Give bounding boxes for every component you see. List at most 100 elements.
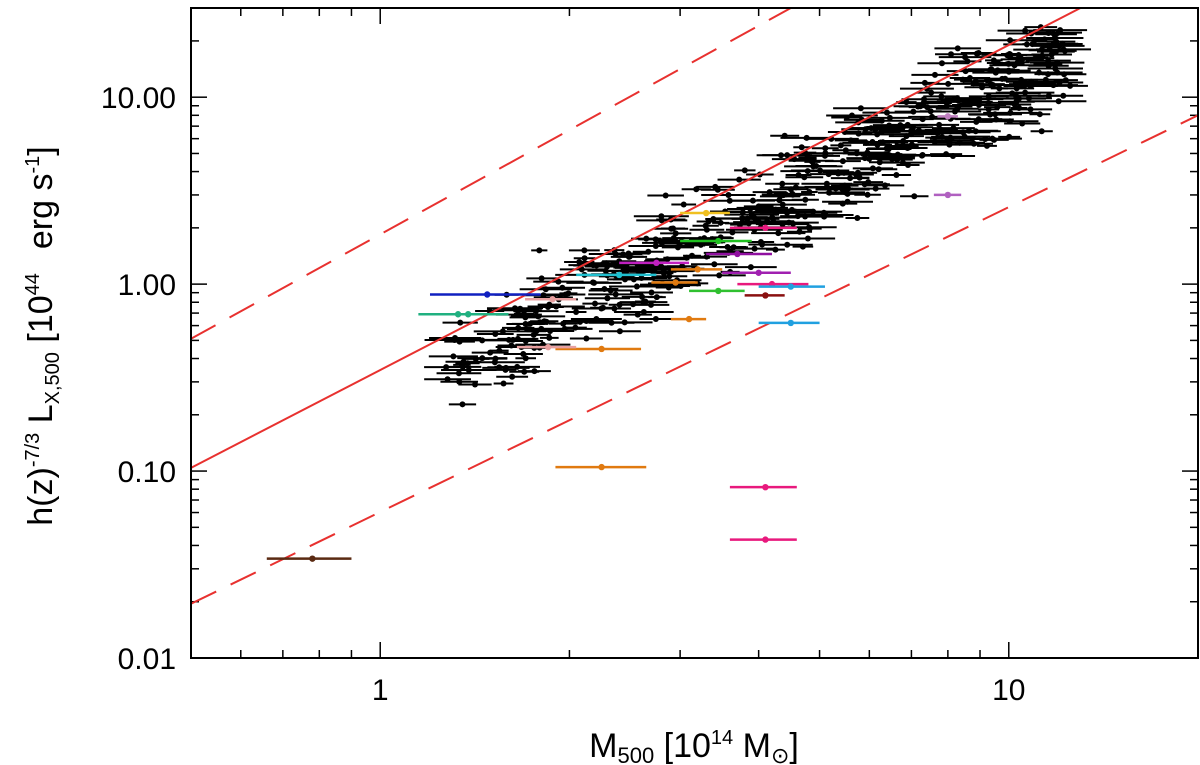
data-point xyxy=(645,265,652,272)
data-point xyxy=(1067,82,1074,89)
data-point xyxy=(857,105,864,112)
highlight-point xyxy=(598,345,605,353)
data-point xyxy=(455,370,462,377)
data-point xyxy=(817,167,824,174)
sun-symbol: ⊙ xyxy=(771,743,789,765)
data-point xyxy=(591,279,598,286)
data-point xyxy=(581,247,588,254)
data-point xyxy=(991,136,998,143)
data-point xyxy=(779,180,786,187)
data-point xyxy=(844,190,851,197)
data-point xyxy=(666,273,673,280)
data-point xyxy=(792,184,799,191)
highlight-point xyxy=(762,483,769,491)
data-point xyxy=(522,320,529,327)
highlight-point xyxy=(464,311,472,318)
data-point xyxy=(530,331,537,338)
data-point xyxy=(492,355,499,362)
data-point xyxy=(839,158,846,165)
data-point xyxy=(775,230,782,237)
data-point xyxy=(894,156,901,163)
data-point xyxy=(983,142,990,149)
data-point xyxy=(456,338,463,345)
data-point xyxy=(759,241,766,248)
data-point xyxy=(607,287,614,294)
data-point xyxy=(910,108,917,115)
data-point xyxy=(1005,60,1012,67)
highlight-point xyxy=(762,292,769,299)
data-point xyxy=(509,373,516,380)
data-point xyxy=(893,171,900,178)
data-point xyxy=(822,211,829,218)
data-point xyxy=(843,114,850,121)
data-point xyxy=(625,250,632,257)
highlight-point xyxy=(672,279,679,286)
data-point xyxy=(987,111,994,118)
data-point xyxy=(1036,111,1043,118)
data-point xyxy=(990,57,997,64)
data-point xyxy=(648,289,655,296)
data-point xyxy=(842,147,849,154)
data-point xyxy=(640,309,647,316)
data-point xyxy=(712,183,719,190)
data-point xyxy=(688,252,695,259)
data-point xyxy=(640,299,647,306)
highlight-point xyxy=(598,463,605,471)
data-point xyxy=(747,205,754,212)
highlight-point xyxy=(944,113,952,120)
data-point xyxy=(555,278,562,285)
data-point xyxy=(668,225,675,232)
data-point xyxy=(724,244,731,251)
data-point xyxy=(1056,42,1063,49)
data-point xyxy=(573,309,580,316)
data-point xyxy=(987,81,994,88)
data-point xyxy=(993,116,1000,123)
data-point xyxy=(1042,76,1049,83)
data-point xyxy=(604,295,611,302)
highlight-point xyxy=(734,250,741,258)
data-point xyxy=(716,272,723,279)
data-point xyxy=(459,401,466,408)
highlight-point xyxy=(787,319,795,327)
data-point xyxy=(822,145,829,152)
data-point xyxy=(1004,52,1011,59)
data-point xyxy=(456,378,463,385)
data-point xyxy=(973,50,980,57)
data-point xyxy=(1045,29,1052,36)
scatter-bound-line xyxy=(191,114,1198,605)
data-point xyxy=(672,237,679,244)
data-point xyxy=(796,228,803,235)
data-point xyxy=(784,241,791,248)
data-point xyxy=(492,331,499,338)
data-point xyxy=(744,215,751,222)
tick-labels: 1 10 0.01 0.10 1.00 10.00 xyxy=(101,82,1026,707)
data-point xyxy=(515,324,522,331)
data-point xyxy=(779,201,786,208)
data-point xyxy=(789,190,796,197)
data-point xyxy=(802,196,809,203)
data-point xyxy=(784,209,791,216)
data-point xyxy=(1038,128,1045,135)
y-tick-label: 1.00 xyxy=(118,269,176,302)
highlight-point xyxy=(484,291,491,298)
data-point xyxy=(951,108,958,115)
data-point xyxy=(459,363,466,370)
data-point xyxy=(1044,61,1051,68)
data-point xyxy=(938,60,945,67)
highlight-point xyxy=(944,191,952,199)
data-point xyxy=(972,78,979,85)
data-point xyxy=(900,137,907,144)
data-point xyxy=(593,316,600,323)
data-point xyxy=(736,176,743,183)
highlight-point xyxy=(549,296,556,303)
data-point xyxy=(948,51,955,58)
data-point xyxy=(538,275,545,282)
data-point xyxy=(921,79,928,86)
data-point xyxy=(855,130,862,137)
data-point xyxy=(541,318,548,325)
data-point xyxy=(514,363,521,370)
data-point xyxy=(886,114,893,121)
data-point xyxy=(1035,69,1042,76)
data-point xyxy=(572,324,579,331)
data-point xyxy=(877,139,884,146)
